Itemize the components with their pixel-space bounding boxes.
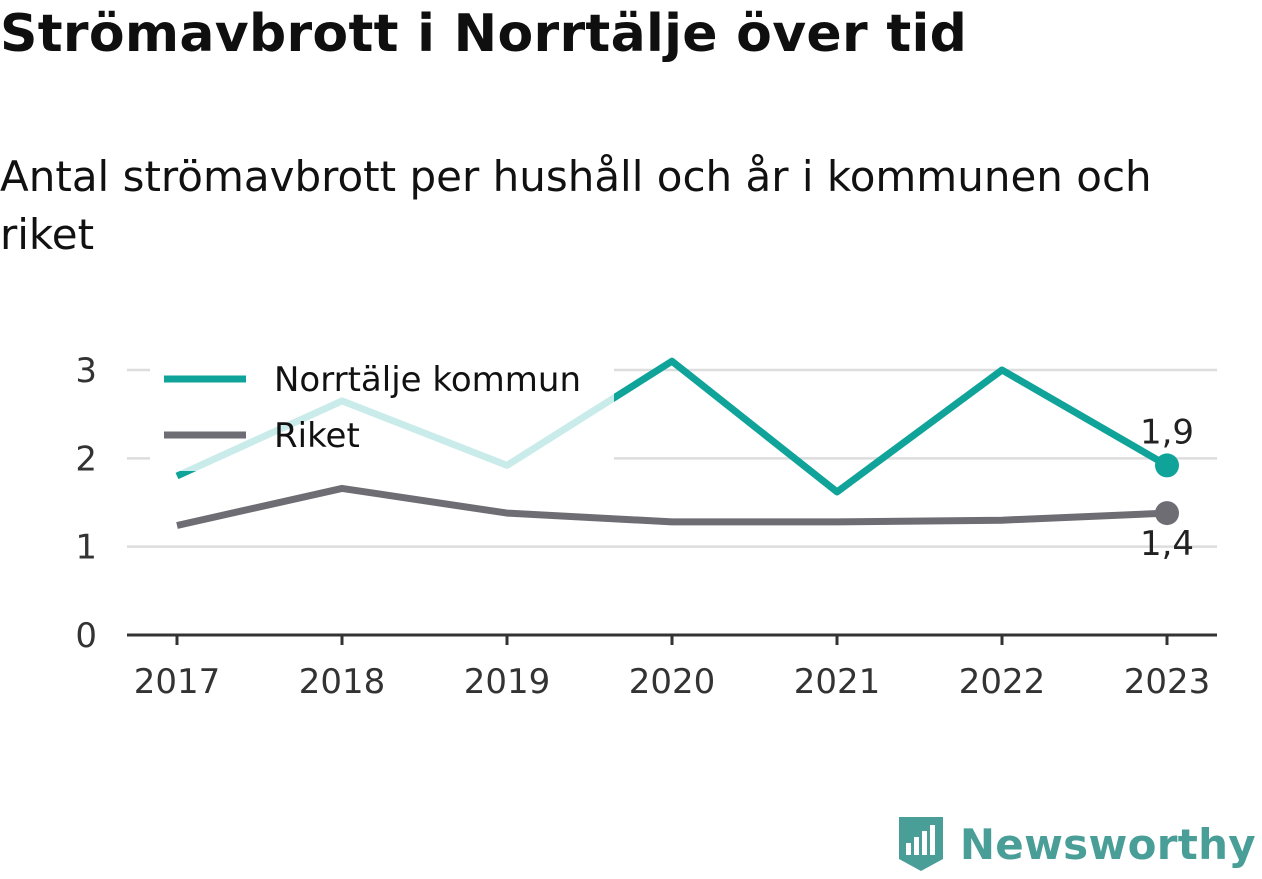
- legend-riket-label: Riket: [274, 416, 360, 456]
- data-label-norrtalje-2023: 1,9: [1140, 412, 1194, 452]
- x-tick-label-2020: 2020: [629, 662, 716, 702]
- x-tick-label-2022: 2022: [959, 662, 1046, 702]
- x-tick-label-2018: 2018: [299, 662, 386, 702]
- x-tick-label-2019: 2019: [464, 662, 551, 702]
- legend-norrtalje-label: Norrtälje kommun: [274, 360, 581, 400]
- x-tick-label-2017: 2017: [134, 662, 221, 702]
- bar-chart-badge-icon: [898, 817, 943, 871]
- brand-name: Newsworthy: [959, 819, 1256, 869]
- page-title: Strömavbrott i Norrtälje över tid: [0, 4, 968, 64]
- y-tick-label-2: 2: [75, 439, 97, 479]
- data-label-riket-2023: 1,4: [1140, 524, 1194, 564]
- x-tick-label-2021: 2021: [794, 662, 881, 702]
- y-tick-label-0: 0: [75, 616, 97, 656]
- end-point-riket: [1155, 501, 1179, 526]
- series-line-riket: [176, 484, 1168, 529]
- y-tick-label-1: 1: [75, 528, 97, 568]
- end-point-norrtalje: [1155, 453, 1179, 478]
- newsworthy-logo: Newsworthy: [896, 815, 1256, 873]
- series-line-norrtalje-faded: [179, 393, 614, 471]
- chart-subtitle: Antal strömavbrott per hushåll och år i …: [0, 152, 1152, 259]
- x-tick-label-2023: 2023: [1124, 662, 1211, 702]
- y-tick-label-3: 3: [75, 351, 97, 391]
